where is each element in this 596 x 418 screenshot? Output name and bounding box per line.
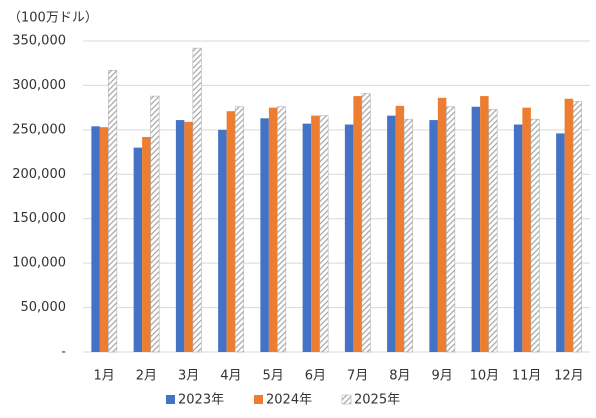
bar: [556, 133, 565, 352]
bar: [471, 106, 481, 352]
bar: [184, 121, 193, 352]
x-tick-label: 11月: [512, 369, 542, 384]
x-tick-label: 4月: [220, 369, 241, 384]
bar: [277, 106, 287, 353]
bar: [175, 120, 185, 352]
y-tick-label: -: [61, 345, 66, 360]
y-tick-label: 200,000: [12, 167, 66, 182]
bar: [226, 111, 236, 352]
legend-swatch: [254, 395, 263, 404]
bar: [319, 115, 329, 353]
bar: [302, 123, 312, 352]
y-tick-label: 100,000: [12, 256, 66, 271]
bar: [437, 97, 447, 353]
bar: [133, 147, 143, 352]
x-tick-label: 1月: [93, 369, 114, 384]
bar: [353, 96, 362, 352]
bar: [142, 136, 151, 352]
bar: [513, 124, 523, 352]
legend-swatch: [341, 394, 352, 405]
x-tick-label: 10月: [470, 369, 500, 384]
y-tick-label: 250,000: [12, 122, 66, 137]
x-tick-label: 7月: [347, 369, 368, 384]
x-tick-label: 6月: [305, 369, 326, 384]
bar: [522, 107, 531, 353]
bar: [108, 70, 118, 353]
bar: [361, 93, 371, 353]
legend-label: 2025年: [354, 393, 400, 408]
x-tick-label: 8月: [389, 369, 410, 384]
y-tick-label: 300,000: [12, 78, 66, 93]
bar: [150, 95, 160, 353]
bar: [429, 120, 438, 352]
legend-swatch: [166, 395, 175, 404]
bar: [403, 118, 413, 353]
bar: [572, 101, 582, 353]
bar: [530, 118, 540, 353]
bar: [99, 127, 109, 352]
bar: [91, 126, 100, 352]
bar: [488, 109, 498, 353]
bar: [268, 107, 278, 353]
legend-label: 2024年: [266, 393, 312, 408]
x-tick-label: 12月: [554, 369, 584, 384]
legend-label: 2023年: [178, 393, 224, 408]
bar: [480, 96, 489, 352]
bar: [311, 115, 320, 352]
bar: [234, 106, 244, 353]
x-tick-label: 3月: [178, 369, 199, 384]
bar: [395, 105, 405, 352]
bar: [192, 47, 202, 353]
y-tick-label: 150,000: [12, 211, 66, 226]
bar: [387, 115, 396, 352]
y-tick-label: 50,000: [21, 300, 67, 315]
bar: [564, 98, 574, 352]
x-tick-label: 9月: [431, 369, 452, 384]
bar: [260, 118, 269, 352]
bar: [218, 129, 227, 352]
x-tick-label: 2月: [136, 369, 157, 384]
bar: [344, 124, 354, 352]
bar: [446, 106, 456, 353]
x-tick-label: 5月: [262, 369, 283, 384]
y-tick-label: 350,000: [12, 34, 66, 49]
unit-label: （100万ドル）: [8, 11, 98, 26]
